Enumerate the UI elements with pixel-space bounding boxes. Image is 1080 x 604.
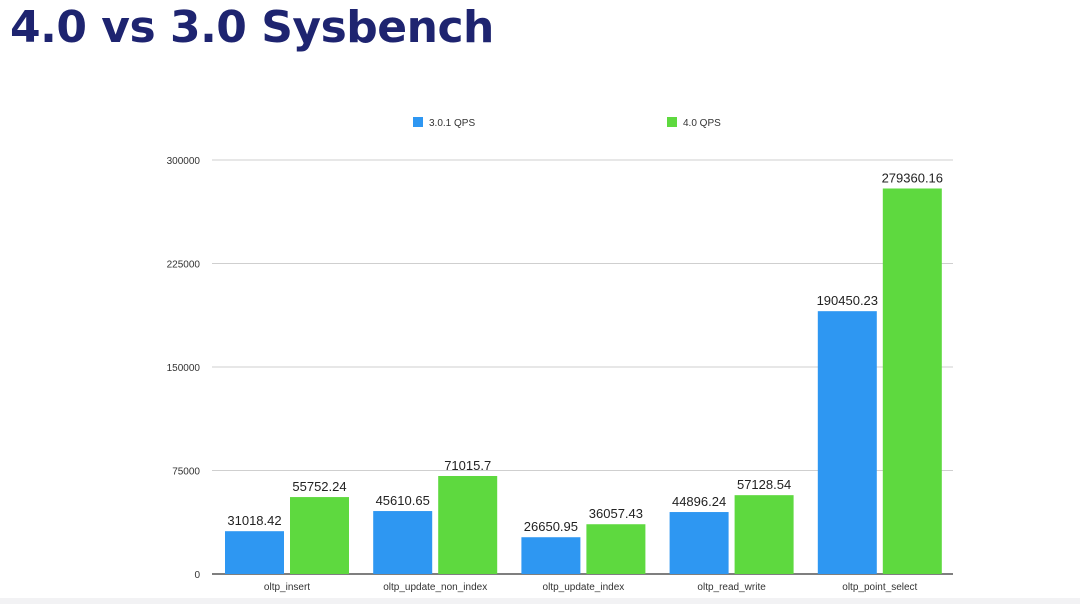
data-label: 36057.43 — [589, 506, 643, 521]
data-label: 190450.23 — [817, 293, 878, 308]
data-label: 31018.42 — [227, 513, 281, 528]
y-tick-label: 0 — [194, 570, 200, 581]
data-label: 55752.24 — [292, 479, 346, 494]
legend-swatch — [667, 117, 677, 127]
data-label: 44896.24 — [672, 494, 726, 509]
bar-v4 — [882, 188, 942, 575]
y-tick-label: 75000 — [172, 467, 200, 478]
data-label: 71015.7 — [444, 458, 491, 473]
y-tick-label: 150000 — [167, 363, 201, 374]
bar-v3 — [669, 512, 729, 574]
bar-v4 — [586, 524, 646, 574]
x-tick-label: oltp_point_select — [842, 582, 917, 593]
bar-v4 — [290, 497, 349, 574]
legend-label: 3.0.1 QPS — [429, 118, 475, 129]
y-tick-label: 225000 — [167, 260, 201, 271]
data-label: 279360.16 — [882, 170, 943, 185]
x-tick-label: oltp_read_write — [697, 582, 766, 593]
bar-v3 — [225, 531, 284, 574]
slide-title: 4.0 vs 3.0 Sysbench — [10, 2, 494, 53]
bar-v4 — [438, 475, 498, 574]
data-label: 26650.95 — [524, 519, 578, 534]
data-label: 45610.65 — [376, 493, 430, 508]
legend-swatch — [413, 117, 423, 127]
x-tick-label: oltp_insert — [264, 582, 310, 593]
x-tick-label: oltp_update_non_index — [383, 582, 487, 593]
x-tick-label: oltp_update_index — [543, 582, 625, 593]
bar-v3 — [521, 537, 581, 574]
bar-v3 — [817, 311, 877, 574]
bar-v3 — [373, 511, 433, 574]
data-label: 57128.54 — [737, 477, 791, 492]
bar-v4 — [734, 495, 794, 574]
footer-band — [0, 598, 1080, 604]
y-tick-label: 300000 — [167, 156, 201, 167]
legend-label: 4.0 QPS — [683, 118, 721, 129]
